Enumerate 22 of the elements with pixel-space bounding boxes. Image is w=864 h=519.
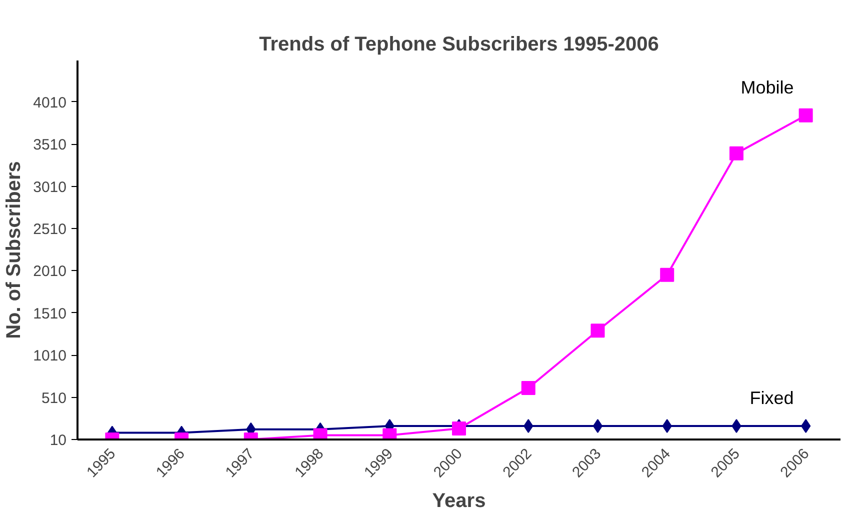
point bbox=[521, 381, 536, 396]
y-tick-label: 1010 bbox=[33, 348, 67, 365]
y-tick-label: 2010 bbox=[33, 263, 67, 280]
point bbox=[452, 422, 466, 436]
y-tick-label: 2510 bbox=[33, 220, 67, 238]
point bbox=[729, 146, 744, 160]
y-tick-label: 4010 bbox=[33, 94, 67, 112]
series-label: Mobile bbox=[740, 77, 794, 98]
y-axis-title: No. of Subscribers bbox=[3, 161, 26, 339]
y-tick-label: 510 bbox=[41, 390, 67, 407]
y-tick-label: 3010 bbox=[33, 178, 67, 196]
y-tick-label: 3510 bbox=[33, 136, 67, 154]
point bbox=[800, 418, 811, 433]
y-tick-label: 1510 bbox=[33, 305, 67, 322]
point bbox=[592, 418, 603, 433]
series-label: Fixed bbox=[750, 388, 794, 408]
y-tick-label: 10 bbox=[50, 432, 67, 449]
x-axis-title: Years bbox=[432, 490, 486, 512]
chart-title: Trends of Tephone Subscribers 1995-2006 bbox=[259, 34, 659, 56]
point bbox=[590, 324, 605, 338]
point bbox=[798, 108, 813, 122]
point bbox=[660, 268, 674, 282]
